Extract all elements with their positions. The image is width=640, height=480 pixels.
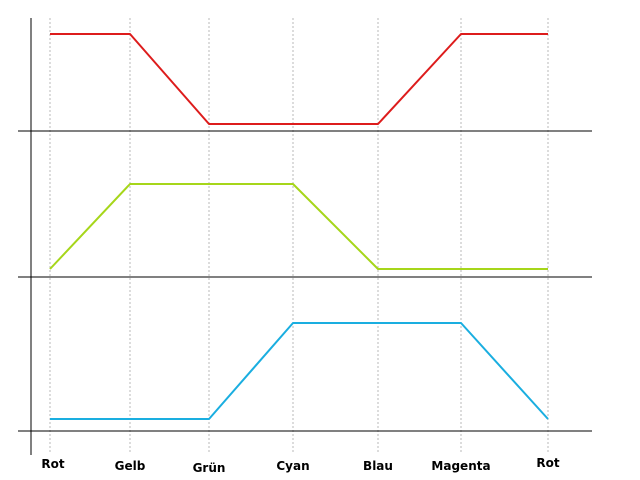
vertical-gridlines — [49, 18, 549, 452]
x-tick-label: Rot — [41, 457, 64, 471]
x-tick-label: Blau — [363, 459, 393, 473]
axes — [18, 18, 592, 455]
x-tick-label: Grün — [193, 461, 226, 475]
x-tick-labels: Rot Gelb Grün Cyan Blau Magenta Rot — [41, 456, 559, 475]
series-line — [50, 33, 548, 125]
x-tick-label: Magenta — [431, 459, 490, 473]
series-line — [50, 322, 549, 420]
x-tick-label: Rot — [536, 456, 559, 470]
series-lines — [49, 33, 549, 420]
x-tick-label: Gelb — [115, 459, 146, 473]
x-tick-label: Cyan — [276, 459, 309, 473]
series-line — [49, 183, 548, 270]
